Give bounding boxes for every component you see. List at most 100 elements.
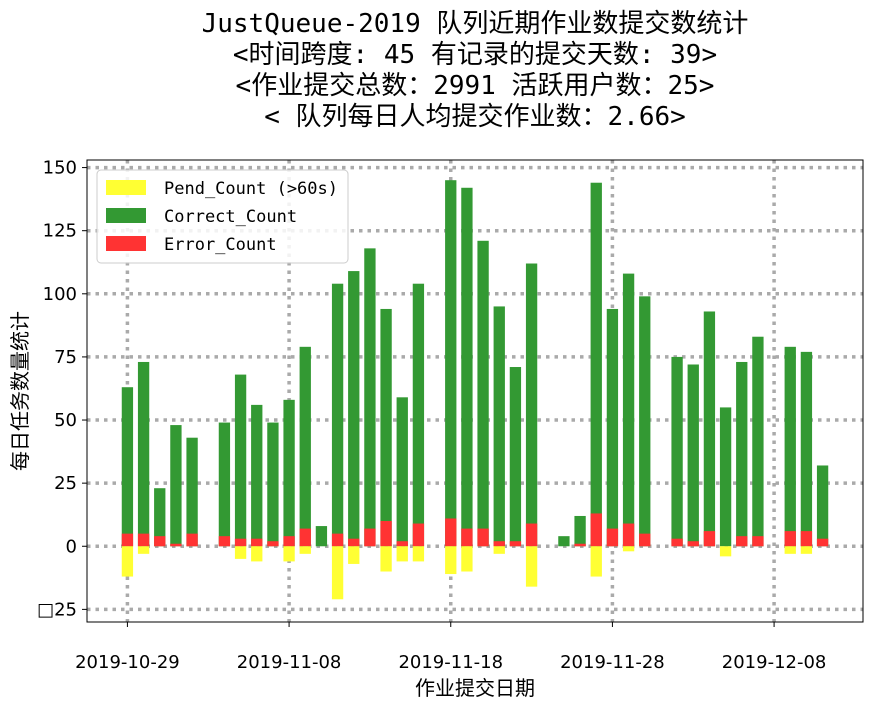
bar-pend — [234, 546, 247, 559]
x-tick-label: 2019-11-28 — [560, 652, 665, 673]
y-tick-label: 125 — [43, 221, 77, 242]
bar-error — [525, 523, 538, 547]
bar-pend — [121, 546, 134, 577]
bar-error — [234, 538, 247, 547]
bar-correct — [137, 361, 150, 547]
chart-title: JustQueue-2019 队列近期作业数提交数统计<时间跨度: 45 有记录… — [202, 9, 749, 132]
x-axis-label: 作业提交日期 — [415, 676, 535, 700]
bar-error — [816, 538, 829, 547]
y-tick-label: 25 — [54, 473, 77, 494]
bar-correct — [800, 351, 813, 547]
bar-pend — [445, 546, 457, 575]
bar-error — [251, 538, 263, 547]
bar-error — [574, 543, 586, 547]
bar-pend — [784, 546, 796, 554]
bar-error — [364, 528, 376, 547]
bar-error — [283, 536, 295, 547]
bars — [121, 180, 829, 600]
bar-correct — [412, 283, 425, 547]
legend-swatch — [106, 208, 146, 223]
y-tick-label: □25 — [37, 599, 77, 620]
bar-correct — [331, 283, 344, 547]
bar-error — [493, 541, 505, 547]
bar-correct — [687, 364, 699, 547]
bar-correct — [234, 374, 247, 547]
bar-correct — [170, 425, 182, 547]
bar-correct — [639, 296, 651, 547]
x-axis: 2019-10-29 2019-11-08 2019-11-18 2019-11-28… — [75, 622, 826, 673]
bar-error — [121, 533, 134, 547]
bar-correct — [736, 361, 748, 547]
bar-correct — [606, 308, 619, 547]
bar-correct — [719, 407, 732, 547]
bar-correct — [525, 263, 538, 547]
legend-box — [96, 169, 349, 264]
bar-pend — [412, 546, 425, 562]
bar-pend — [299, 546, 311, 554]
x-tick-label: 2019-10-29 — [75, 652, 180, 673]
y-tick-label: 150 — [43, 158, 77, 179]
bar-error — [218, 536, 231, 547]
bar-correct — [816, 465, 829, 547]
bar-correct — [348, 271, 360, 547]
bar-error — [299, 528, 311, 547]
bar-error — [703, 531, 716, 547]
bar-error — [186, 533, 198, 547]
bar-correct — [703, 311, 716, 547]
bar-correct — [267, 422, 279, 547]
bar-correct — [364, 248, 376, 547]
y-tick-label: 100 — [43, 284, 77, 305]
title-line: < 队列每日人均提交作业数：2.66> — [264, 102, 686, 132]
y-tick-label: 50 — [54, 410, 77, 431]
bar-error — [590, 513, 602, 547]
bar-pend — [331, 546, 344, 600]
bar-error — [477, 528, 489, 547]
bar-error — [671, 538, 683, 547]
bar-pend — [396, 546, 408, 562]
bar-pend — [590, 546, 602, 577]
bar-error — [784, 531, 796, 547]
bar-error — [736, 536, 748, 547]
bar-correct — [509, 367, 522, 547]
bar-pend — [461, 546, 473, 572]
legend-label: Correct_Count — [164, 207, 297, 227]
y-axis-label: 每日任务数量统计 — [8, 311, 32, 471]
bar-correct — [461, 187, 473, 547]
x-tick-label: 2019-12-08 — [722, 652, 827, 673]
bar-correct — [396, 397, 408, 547]
legend-label: Pend_Count (>60s) — [164, 179, 338, 199]
bar-error — [137, 533, 150, 547]
legend-label: Error_Count — [164, 235, 277, 255]
bar-pend — [348, 546, 360, 564]
bar-error — [348, 538, 360, 547]
bar-error — [154, 536, 166, 547]
bar-correct — [154, 488, 166, 547]
bar-error — [170, 543, 182, 547]
legend-swatch — [106, 180, 146, 195]
bar-error — [752, 536, 764, 547]
bar-correct — [671, 356, 683, 547]
bar-correct — [752, 336, 764, 547]
bar-correct — [186, 437, 198, 547]
bar-error — [509, 541, 522, 547]
bar-correct — [315, 526, 328, 547]
bar-correct — [558, 536, 570, 547]
bar-pend — [283, 546, 295, 562]
bar-error — [461, 528, 473, 547]
title-line: JustQueue-2019 队列近期作业数提交数统计 — [202, 9, 749, 39]
y-tick-label: 0 — [66, 536, 77, 557]
plot-frame — [86, 159, 864, 623]
bar-correct — [445, 180, 457, 547]
legend-swatch — [106, 236, 146, 251]
bar-error — [331, 533, 344, 547]
bar-error — [639, 533, 651, 547]
bar-pend — [137, 546, 150, 554]
x-tick-label: 2019-11-18 — [398, 652, 503, 673]
bar-correct — [299, 346, 311, 547]
bar-error — [445, 518, 457, 547]
bar-error — [687, 541, 699, 547]
bar-pend — [493, 546, 505, 554]
bar-pend — [251, 546, 263, 562]
bar-error — [396, 541, 408, 547]
